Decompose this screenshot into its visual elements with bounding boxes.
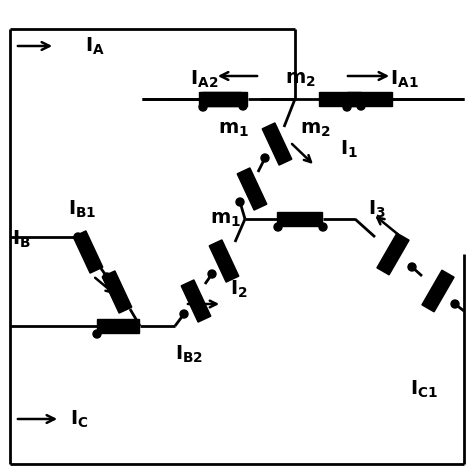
Circle shape	[74, 233, 82, 241]
Circle shape	[319, 223, 327, 231]
Polygon shape	[237, 168, 267, 210]
Circle shape	[408, 263, 416, 271]
Text: $\mathbf{I_{A1}}$: $\mathbf{I_{A1}}$	[390, 68, 419, 90]
Circle shape	[343, 103, 351, 111]
Text: $\mathbf{m_1}$: $\mathbf{m_1}$	[218, 119, 249, 138]
Polygon shape	[319, 92, 361, 106]
Circle shape	[451, 300, 459, 308]
Circle shape	[199, 103, 207, 111]
Polygon shape	[202, 92, 247, 106]
Text: $\mathbf{I_{B2}}$: $\mathbf{I_{B2}}$	[175, 343, 203, 365]
Polygon shape	[277, 212, 322, 226]
Circle shape	[261, 154, 269, 162]
Text: $\mathbf{m_2}$: $\mathbf{m_2}$	[285, 70, 316, 89]
Circle shape	[236, 198, 244, 206]
Text: $\mathbf{I_2}$: $\mathbf{I_2}$	[230, 278, 248, 300]
Polygon shape	[422, 270, 454, 312]
Text: $\mathbf{I_C}$: $\mathbf{I_C}$	[70, 408, 89, 429]
Text: $\mathbf{m_2}$: $\mathbf{m_2}$	[300, 119, 331, 138]
Circle shape	[239, 102, 247, 110]
Circle shape	[103, 273, 111, 281]
Text: $\mathbf{I_3}$: $\mathbf{I_3}$	[368, 198, 386, 219]
Circle shape	[274, 223, 282, 231]
Circle shape	[357, 102, 365, 110]
Polygon shape	[262, 123, 292, 165]
Text: $\mathbf{m_1}$: $\mathbf{m_1}$	[210, 210, 241, 228]
Polygon shape	[181, 280, 211, 322]
Polygon shape	[102, 271, 132, 313]
Text: $\mathbf{I_{B1}}$: $\mathbf{I_{B1}}$	[68, 198, 97, 219]
Polygon shape	[347, 92, 392, 106]
Circle shape	[93, 330, 101, 338]
Text: $\mathbf{I_{C1}}$: $\mathbf{I_{C1}}$	[410, 378, 438, 400]
Polygon shape	[209, 240, 239, 282]
Polygon shape	[97, 319, 139, 333]
Text: $\mathbf{I_{A2}}$: $\mathbf{I_{A2}}$	[190, 68, 218, 90]
Polygon shape	[199, 92, 241, 106]
Circle shape	[180, 310, 188, 318]
Text: $\mathbf{I_A}$: $\mathbf{I_A}$	[85, 36, 105, 57]
Polygon shape	[377, 233, 409, 275]
Circle shape	[208, 270, 216, 278]
Text: $\mathbf{I_1}$: $\mathbf{I_1}$	[340, 138, 358, 160]
Text: $\mathbf{I_B}$: $\mathbf{I_B}$	[12, 228, 31, 250]
Polygon shape	[73, 231, 103, 273]
